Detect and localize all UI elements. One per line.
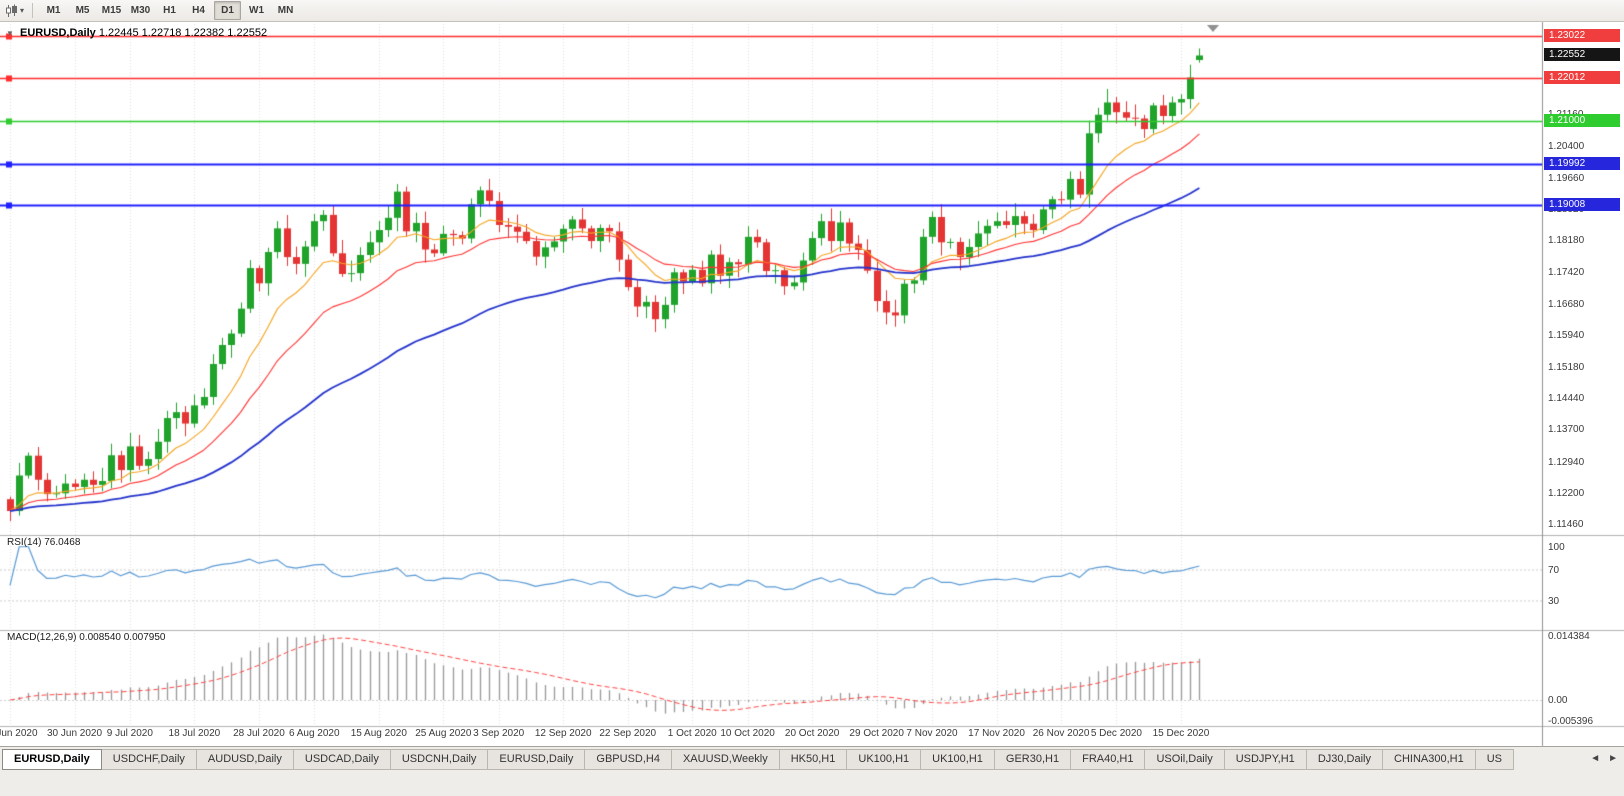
timeframe-m5[interactable]: M5 bbox=[75, 5, 90, 16]
tab-china300-h1[interactable]: CHINA300,H1 bbox=[1383, 749, 1476, 770]
tab-us[interactable]: US bbox=[1475, 749, 1514, 770]
tab-xauusd-weekly[interactable]: XAUUSD,Weekly bbox=[671, 749, 780, 770]
chart-title: ▼ EURUSD,Daily 1.22445 1.22718 1.22382 1… bbox=[6, 27, 267, 39]
timeframe-h4[interactable]: H4 bbox=[192, 5, 205, 16]
tab-audusd-daily[interactable]: AUDUSD,Daily bbox=[196, 749, 294, 770]
timeframe-h1[interactable]: H1 bbox=[163, 5, 176, 16]
tab-usdchf-daily[interactable]: USDCHF,Daily bbox=[101, 749, 197, 770]
timeframe-m15[interactable]: M15 bbox=[101, 5, 122, 16]
timeframe-mn[interactable]: MN bbox=[277, 5, 294, 16]
rsi-indicator-label: RSI(14) 76.0468 bbox=[7, 537, 81, 548]
tab-scroll-right-icon[interactable]: ► bbox=[1608, 753, 1618, 764]
tab-usdcnh-daily[interactable]: USDCNH,Daily bbox=[390, 749, 489, 770]
tab-hk50-h1[interactable]: HK50,H1 bbox=[779, 749, 848, 770]
tab-fra40-h1[interactable]: FRA40,H1 bbox=[1071, 749, 1146, 770]
timeframe-button-group: M1 M5 M15 M30 H1 H4 D1 W1 MN bbox=[39, 1, 300, 20]
chart-symbol-label: EURUSD,Daily bbox=[19, 27, 96, 39]
tab-ger30-h1[interactable]: GER30,H1 bbox=[994, 749, 1072, 770]
tab-uk100-h1[interactable]: UK100,H1 bbox=[847, 749, 922, 770]
chart-style-icon[interactable] bbox=[4, 4, 20, 18]
tab-usdjpy-h1[interactable]: USDJPY,H1 bbox=[1224, 749, 1307, 770]
tab-scroll-left-icon[interactable]: ◄ bbox=[1590, 753, 1601, 764]
timeframe-d1[interactable]: D1 bbox=[214, 1, 242, 20]
chart-tabs: EURUSD,Daily USDCHF,Daily AUDUSD,Daily USDC… bbox=[2, 749, 1578, 770]
chart-style-dropdown-icon[interactable]: ▾ bbox=[20, 6, 25, 15]
tab-usoil-daily[interactable]: USOil,Daily bbox=[1145, 749, 1225, 770]
toolbar: ▾ M1 M5 M15 M30 H1 H4 D1 W1 MN bbox=[0, 0, 1624, 22]
tab-dj30-daily[interactable]: DJ30,Daily bbox=[1306, 749, 1383, 770]
tab-gbpusd-h4[interactable]: GBPUSD,H4 bbox=[585, 749, 672, 770]
tab-eurusd-daily[interactable]: EURUSD,Daily bbox=[488, 749, 586, 770]
timeframe-m30[interactable]: M30 bbox=[130, 5, 151, 16]
chart-ohlc-values: 1.22445 1.22718 1.22382 1.22552 bbox=[98, 27, 268, 39]
symbol-dropdown-icon: ▼ bbox=[6, 29, 14, 38]
tab-eurusd-daily[interactable]: EURUSD,Daily bbox=[2, 749, 102, 770]
timeframe-w1[interactable]: W1 bbox=[249, 5, 265, 16]
toolbar-separator bbox=[32, 3, 34, 18]
tab-usdcad-daily[interactable]: USDCAD,Daily bbox=[293, 749, 391, 770]
tab-uk100-h1[interactable]: UK100,H1 bbox=[921, 749, 995, 770]
chart-tab-bar: EURUSD,Daily USDCHF,Daily AUDUSD,Daily USDC… bbox=[0, 746, 1624, 796]
macd-indicator-label: MACD(12,26,9) 0.008540 0.007950 bbox=[7, 632, 166, 643]
candlestick-chart-icon bbox=[6, 4, 17, 17]
timeframe-m1[interactable]: M1 bbox=[46, 5, 61, 16]
tab-scroll-arrows: ◄ ► bbox=[1590, 751, 1618, 767]
